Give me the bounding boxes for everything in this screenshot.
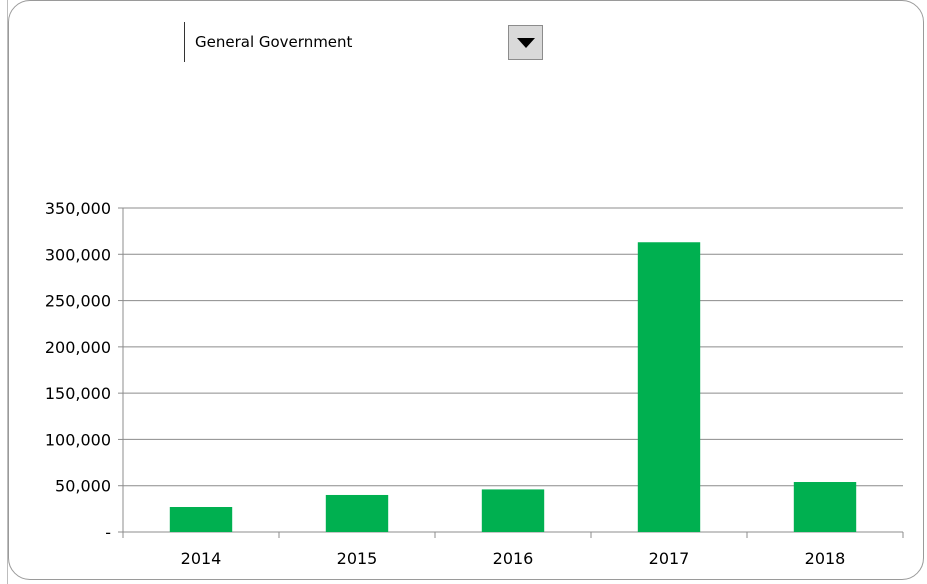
bar-2016 (481, 489, 545, 532)
selected-category-label: General Government (195, 33, 353, 51)
x-tick-label: 2014 (181, 549, 222, 568)
y-tick-label: 350,000 (45, 199, 111, 218)
x-tick-label: 2017 (649, 549, 690, 568)
left-edge-divider (0, 0, 8, 584)
y-tick-label: 300,000 (45, 245, 111, 264)
y-tick-label: - (105, 523, 111, 542)
bar-2014 (169, 507, 233, 532)
y-tick-label: 100,000 (45, 430, 111, 449)
category-dropdown-button[interactable] (508, 25, 543, 60)
category-selector[interactable]: General Government (184, 22, 352, 62)
y-tick-label: 150,000 (45, 384, 111, 403)
x-tick-label: 2015 (337, 549, 378, 568)
x-tick-label: 2018 (805, 549, 846, 568)
bar-2017 (637, 242, 701, 532)
y-tick-label: 250,000 (45, 292, 111, 311)
x-tick-label: 2016 (493, 549, 534, 568)
y-tick-label: 50,000 (55, 477, 111, 496)
y-tick-label: 200,000 (45, 338, 111, 357)
bar-2018 (793, 482, 857, 532)
triangle-down-icon (516, 37, 535, 48)
bar-2015 (325, 494, 389, 532)
panel-border (8, 0, 924, 580)
